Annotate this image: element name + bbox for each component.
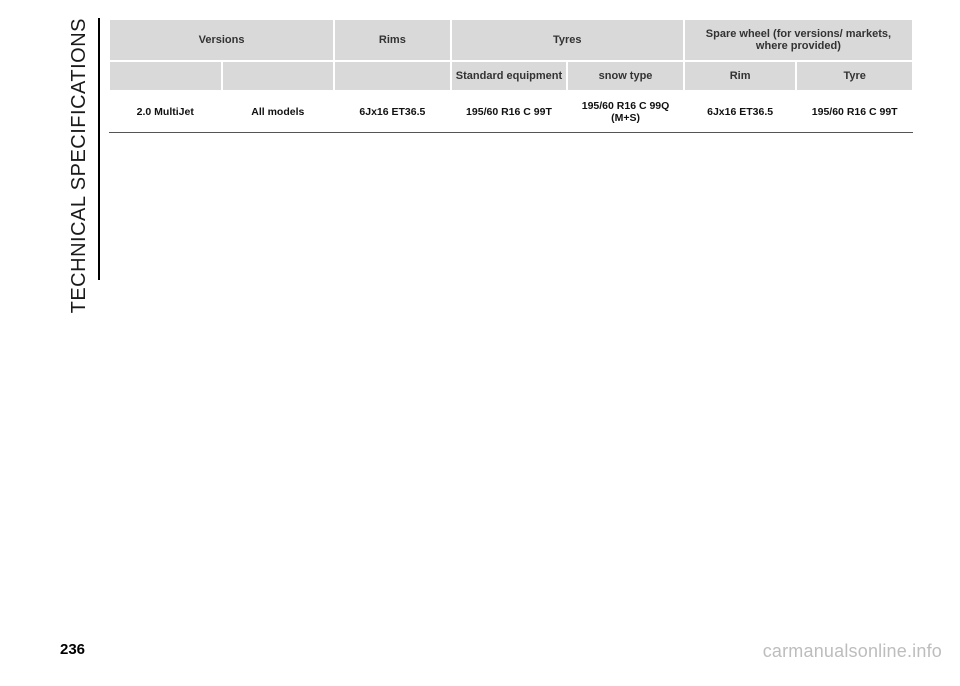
col-snow-type: snow type (567, 61, 684, 91)
cell-spare-tyre: 195/60 R16 C 99T (796, 91, 913, 133)
cell-std: 195/60 R16 C 99T (451, 91, 568, 133)
col-std-equipment: Standard equipment (451, 61, 568, 91)
cell-rims: 6Jx16 ET36.5 (334, 91, 451, 133)
col-spare-tyre: Tyre (796, 61, 913, 91)
table-header-row-1: Versions Rims Tyres Spare wheel (for ver… (109, 19, 913, 61)
col-spare-rim: Rim (684, 61, 797, 91)
section-title: TECHNICAL SPECIFICATIONS (68, 18, 91, 313)
vertical-rule (98, 18, 100, 280)
cell-spare-rim: 6Jx16 ET36.5 (684, 91, 797, 133)
page-number: 236 (60, 641, 85, 658)
table-row: 2.0 MultiJet All models 6Jx16 ET36.5 195… (109, 91, 913, 133)
col-rims: Rims (334, 19, 451, 61)
col-blank2 (222, 61, 335, 91)
col-spare: Spare wheel (for versions/ markets, wher… (684, 19, 913, 61)
col-blank1 (109, 61, 222, 91)
col-tyres: Tyres (451, 19, 684, 61)
spec-table: Versions Rims Tyres Spare wheel (for ver… (108, 18, 914, 133)
tyre-spec-table: Versions Rims Tyres Spare wheel (for ver… (108, 18, 914, 133)
cell-version: 2.0 MultiJet (109, 91, 222, 133)
cell-models: All models (222, 91, 335, 133)
table-header-row-2: Standard equipment snow type Rim Tyre (109, 61, 913, 91)
cell-snow: 195/60 R16 C 99Q (M+S) (567, 91, 684, 133)
col-blank3 (334, 61, 451, 91)
col-versions: Versions (109, 19, 334, 61)
watermark: carmanualsonline.info (763, 641, 942, 662)
